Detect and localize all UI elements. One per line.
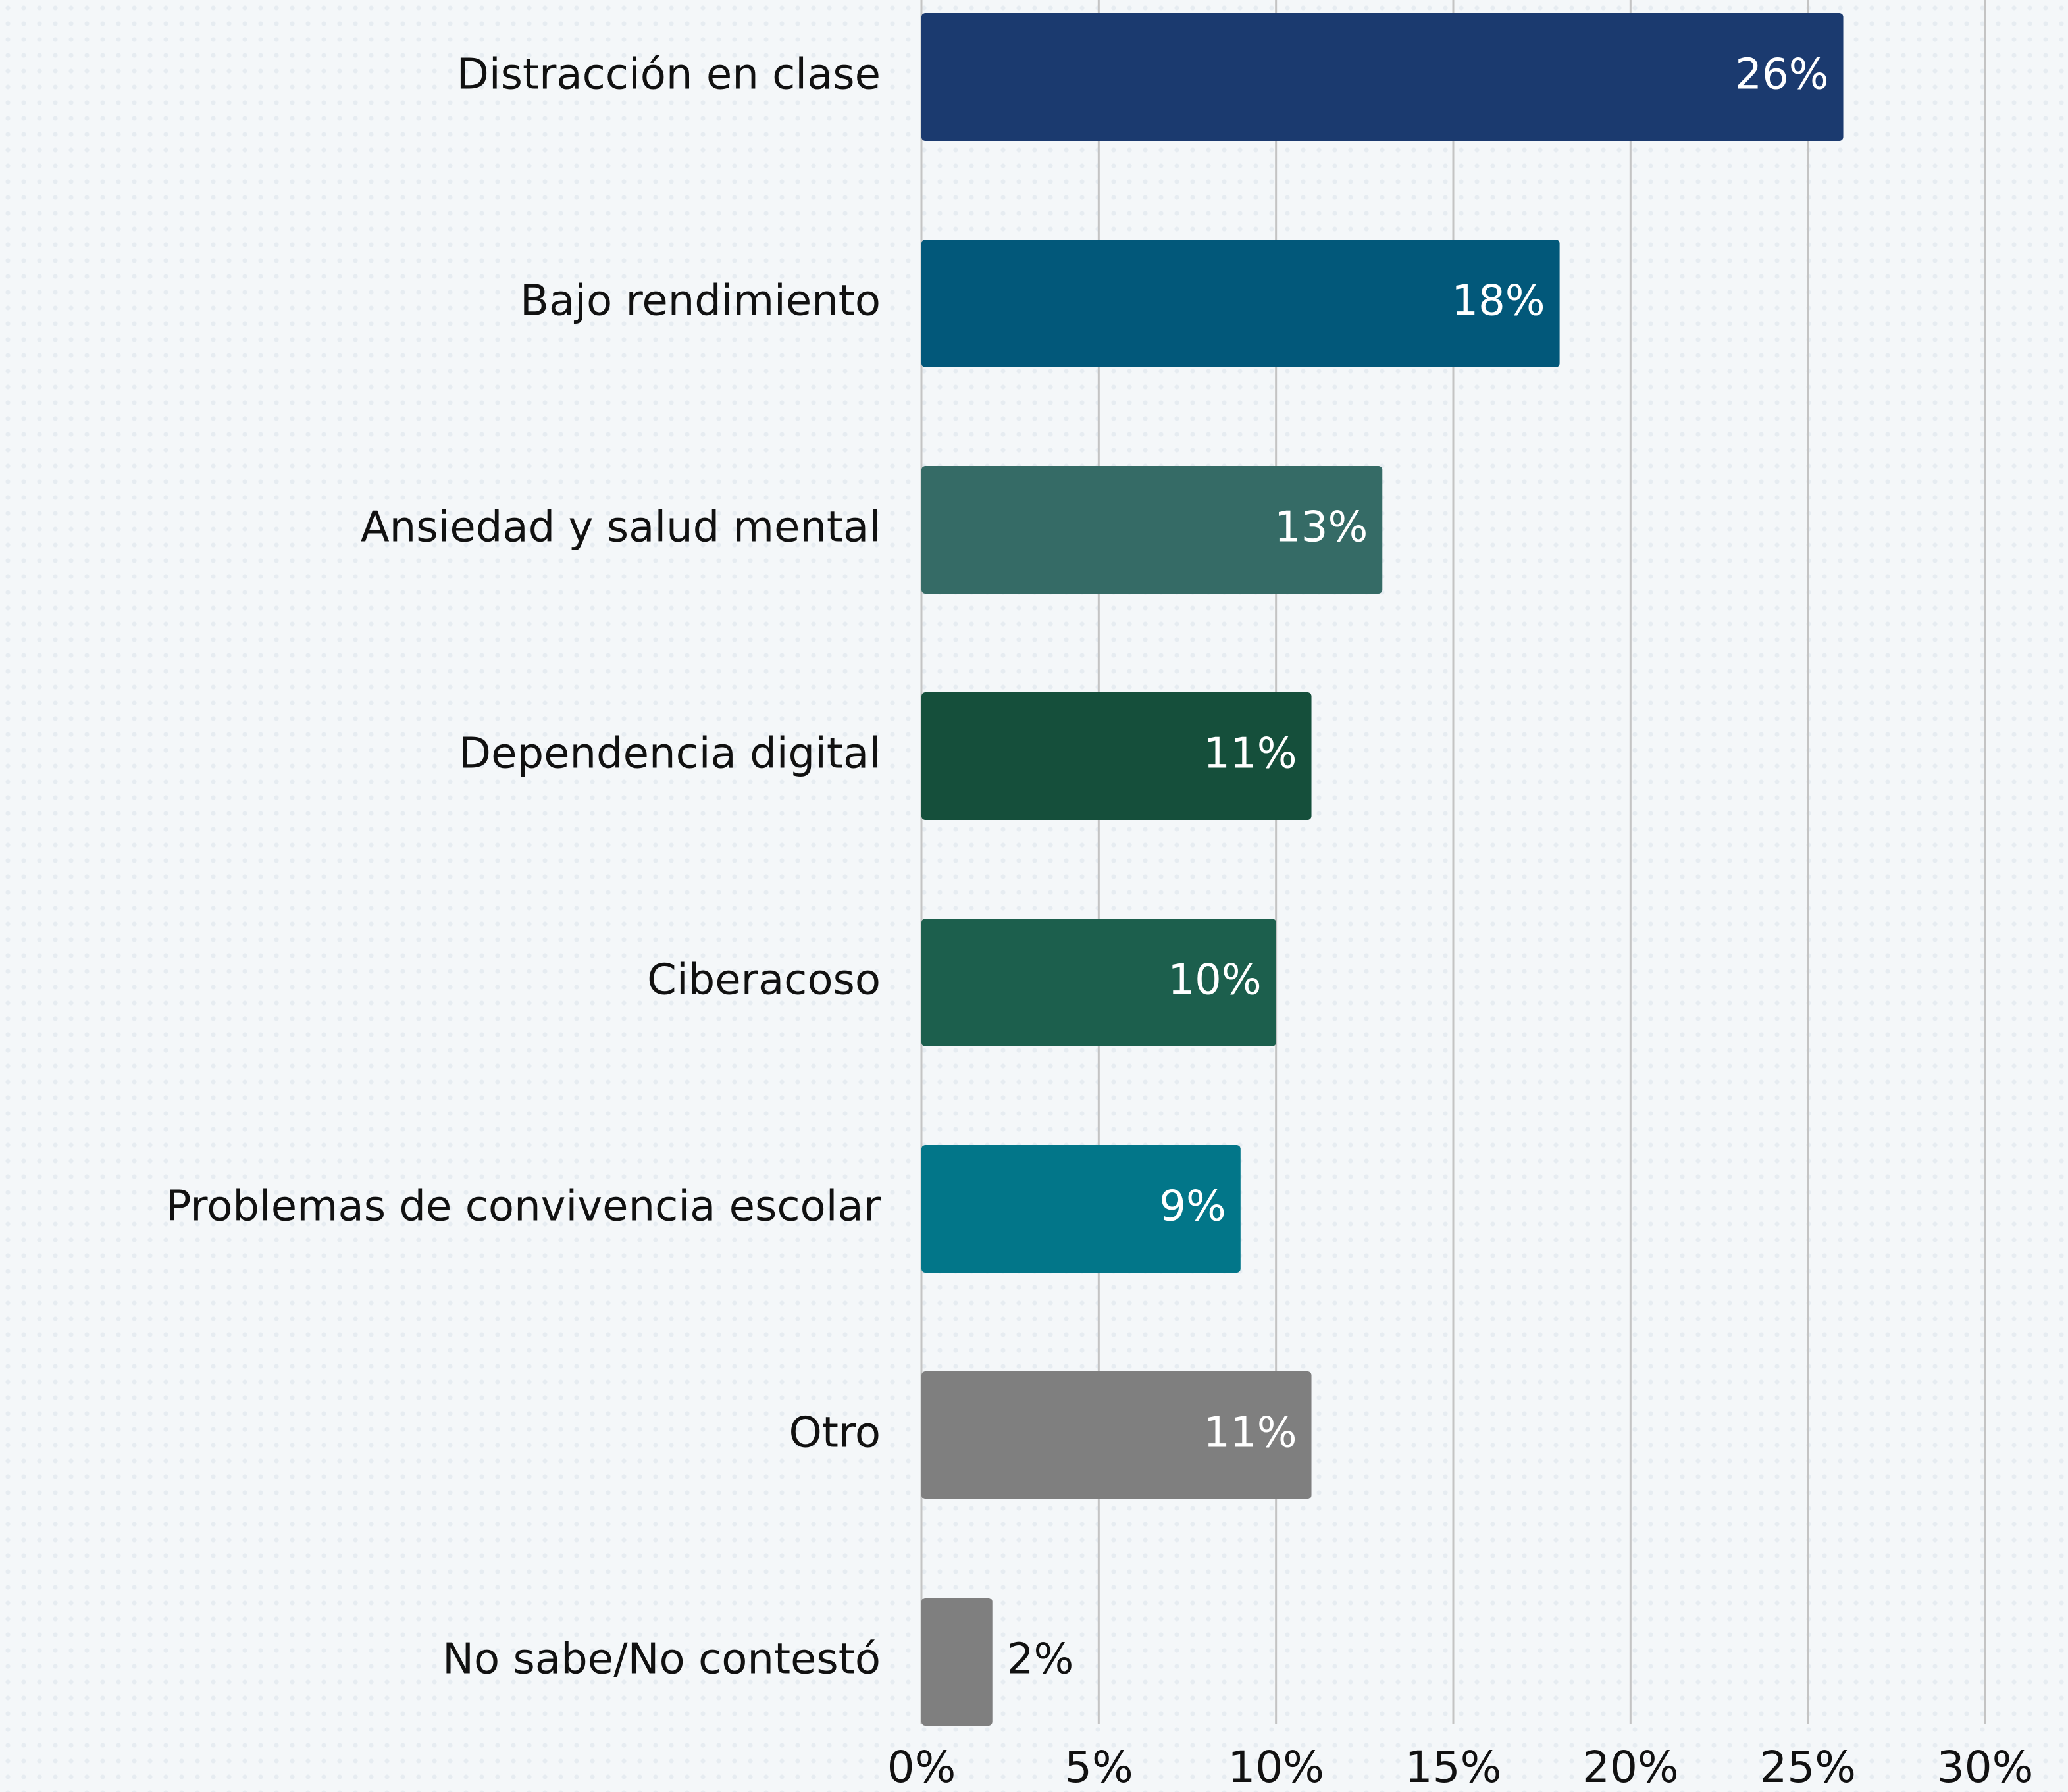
value-label: 13% xyxy=(1274,503,1368,552)
value-label: 11% xyxy=(1203,730,1297,779)
value-label: 2% xyxy=(1007,1635,1074,1684)
x-tick-label: 10% xyxy=(1228,1742,1324,1792)
value-label: 18% xyxy=(1451,277,1545,326)
value-label: 9% xyxy=(1159,1183,1226,1231)
bar xyxy=(921,692,1312,820)
bar xyxy=(921,1145,1241,1273)
value-label: 26% xyxy=(1735,51,1828,99)
x-tick-label: 30% xyxy=(1937,1742,2034,1792)
category-label: Dependencia digital xyxy=(459,730,881,779)
bar xyxy=(921,466,1383,594)
bar xyxy=(921,13,1844,141)
category-label: Otro xyxy=(788,1409,881,1458)
bar xyxy=(921,240,1560,367)
x-tick-label: 15% xyxy=(1405,1742,1502,1792)
bar xyxy=(921,1371,1312,1499)
value-label: 10% xyxy=(1168,956,1261,1005)
category-label: Distracción en clase xyxy=(457,51,881,99)
x-tick-label: 0% xyxy=(887,1742,956,1792)
value-label: 11% xyxy=(1203,1409,1297,1458)
bar xyxy=(921,1598,993,1726)
x-tick-label: 25% xyxy=(1759,1742,1856,1792)
category-label: No sabe/No contestó xyxy=(442,1635,881,1684)
x-tick-label: 5% xyxy=(1064,1742,1133,1792)
category-label: Bajo rendimiento xyxy=(520,277,881,326)
category-label: Problemas de convivencia escolar xyxy=(166,1183,881,1231)
category-label: Ciberacoso xyxy=(647,956,881,1005)
bar xyxy=(921,919,1276,1046)
category-label: Ansiedad y salud mental xyxy=(361,503,881,552)
x-tick-label: 20% xyxy=(1582,1742,1679,1792)
